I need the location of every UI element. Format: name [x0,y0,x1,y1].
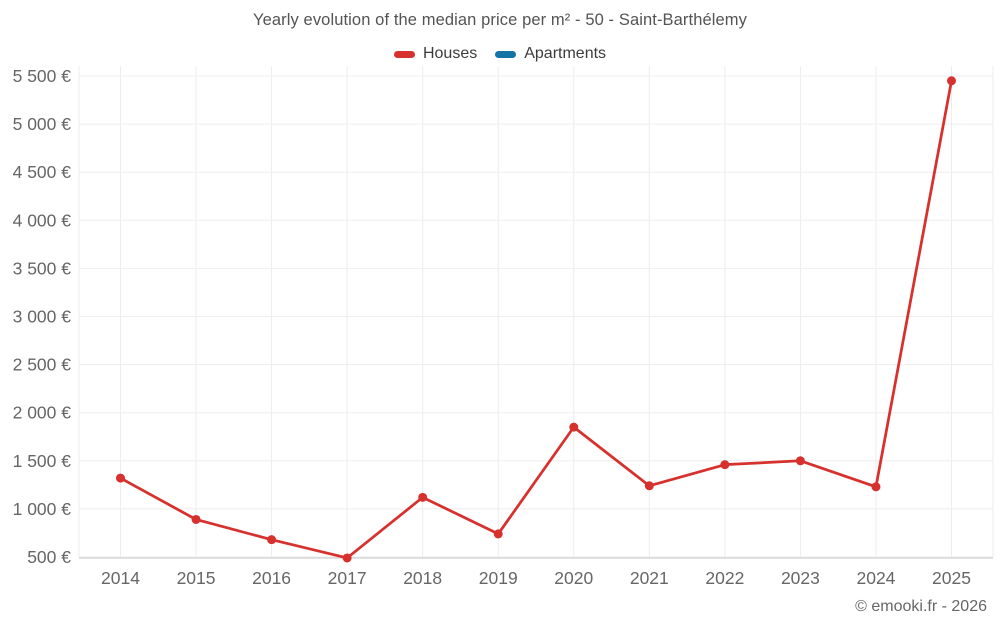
legend-label-apartments: Apartments [524,45,607,62]
x-tick-label: 2014 [101,568,140,588]
data-point-houses[interactable] [569,422,579,432]
legend: Houses Apartments [0,45,1000,63]
data-point-houses[interactable] [267,535,277,545]
y-tick-label: 5 500 € [13,66,72,86]
y-tick-label: 4 000 € [13,210,72,230]
x-tick-label: 2025 [932,568,971,588]
x-tick-label: 2016 [252,568,291,588]
legend-label-houses: Houses [422,45,478,62]
x-tick-label: 2021 [630,568,669,588]
y-tick-label: 4 500 € [13,162,72,182]
y-tick-label: 500 € [27,547,71,567]
x-tick-label: 2015 [177,568,216,588]
data-point-houses[interactable] [720,460,730,470]
apartments-series-swatch-icon [495,50,517,58]
series-line-houses [119,79,953,560]
data-point-houses[interactable] [493,529,503,539]
x-tick-label: 2018 [403,568,442,588]
data-point-houses[interactable] [116,473,125,483]
watermark: © emooki.fr - 2026 [855,598,987,615]
y-tick-label: 5 000 € [13,114,72,134]
x-tick-label: 2023 [781,568,820,588]
y-tick-label: 2 500 € [13,355,72,375]
x-tick-label: 2024 [856,568,895,588]
data-point-houses[interactable] [191,514,201,524]
x-tick-label: 2020 [554,568,593,588]
y-tick-label: 1 500 € [13,451,72,471]
data-point-houses[interactable] [418,492,428,502]
data-point-houses[interactable] [947,76,956,86]
y-tick-label: 3 500 € [13,258,72,278]
y-tick-label: 3 000 € [13,307,72,327]
data-point-houses[interactable] [644,481,654,491]
x-tick-label: 2017 [328,568,367,588]
legend-item-houses[interactable]: Houses [393,45,478,63]
x-tick-label: 2019 [479,568,518,588]
data-point-houses[interactable] [342,553,352,563]
y-tick-label: 2 000 € [13,403,72,423]
y-tick-label: 1 000 € [13,499,72,519]
chart-title: Yearly evolution of the median price per… [253,11,747,29]
data-point-houses[interactable] [871,482,881,492]
legend-item-apartments[interactable]: Apartments [495,45,606,63]
houses-series-swatch-icon [393,50,415,58]
x-tick-label: 2022 [705,568,744,588]
data-point-houses[interactable] [795,456,805,466]
